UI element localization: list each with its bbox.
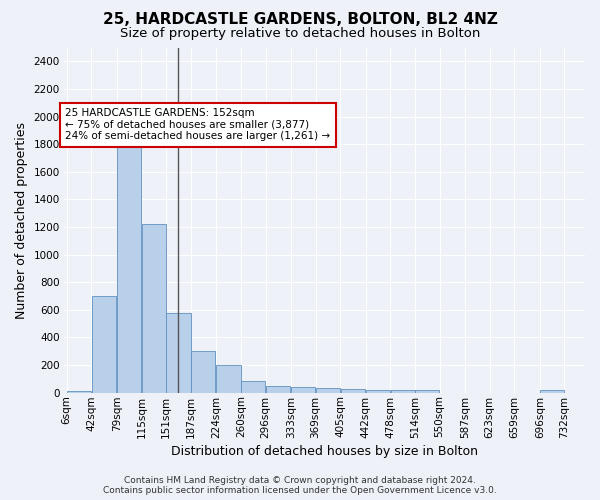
Bar (241, 381, 265, 392)
Text: Size of property relative to detached houses in Bolton: Size of property relative to detached ho… (120, 28, 480, 40)
Text: 25 HARDCASTLE GARDENS: 152sqm
← 75% of detached houses are smaller (3,877)
24% o: 25 HARDCASTLE GARDENS: 152sqm ← 75% of d… (65, 108, 331, 142)
Bar (341, 388, 365, 392)
Bar (266, 386, 290, 392)
Text: Contains HM Land Registry data © Crown copyright and database right 2024.
Contai: Contains HM Land Registry data © Crown c… (103, 476, 497, 495)
Bar (142, 224, 166, 392)
Bar (67, 390, 91, 392)
Bar (117, 124, 141, 392)
Bar (366, 390, 390, 392)
Bar (166, 314, 191, 392)
Bar (291, 387, 315, 392)
Bar (191, 350, 215, 393)
Bar (391, 390, 415, 392)
Bar (316, 388, 340, 392)
Y-axis label: Number of detached properties: Number of detached properties (15, 122, 28, 318)
X-axis label: Distribution of detached houses by size in Bolton: Distribution of detached houses by size … (171, 444, 478, 458)
Text: 25, HARDCASTLE GARDENS, BOLTON, BL2 4NZ: 25, HARDCASTLE GARDENS, BOLTON, BL2 4NZ (103, 12, 497, 28)
Bar (540, 390, 564, 392)
Bar (415, 390, 439, 392)
Bar (92, 296, 116, 392)
Bar (217, 365, 241, 392)
